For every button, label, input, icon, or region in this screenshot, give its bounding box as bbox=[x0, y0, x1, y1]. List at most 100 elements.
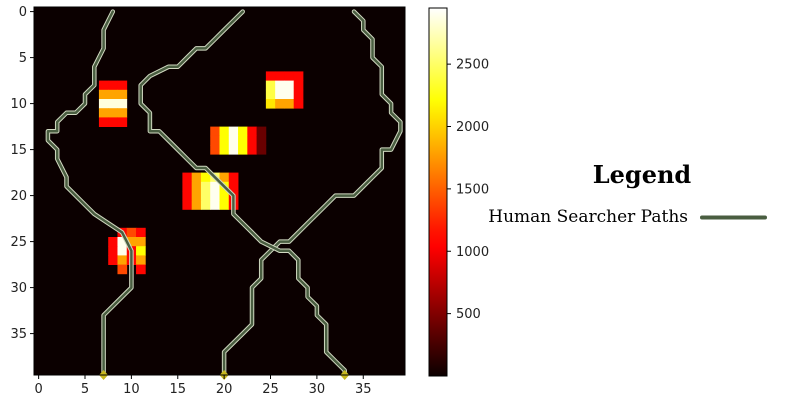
heatmap-cell bbox=[238, 145, 248, 155]
heatmap-cell bbox=[228, 145, 239, 155]
heatmap-cell bbox=[200, 200, 211, 210]
axes: 0 5 10 15 20 25 30 35 0 5 10 15 20 25 30 35 bbox=[10, 5, 406, 397]
heatmap-cell bbox=[108, 99, 118, 109]
heatmap-cell bbox=[228, 135, 239, 146]
heatmap-cell bbox=[117, 255, 128, 265]
legend-entry-label: Human Searcher Paths bbox=[488, 207, 688, 227]
heatmap-cell bbox=[219, 145, 230, 155]
heatmap-cell bbox=[136, 246, 146, 256]
legend: Legend Human Searcher Paths bbox=[488, 160, 767, 227]
colorbar: 500 1000 1500 2000 2500 bbox=[428, 7, 489, 377]
heatmap-cell bbox=[98, 108, 109, 118]
heatmap-cell bbox=[126, 237, 137, 247]
heatmap-cell bbox=[117, 99, 128, 109]
heatmap-cell bbox=[247, 145, 257, 155]
heatmap-cell bbox=[191, 181, 202, 192]
heatmap-cell bbox=[117, 237, 128, 247]
x-tick-label: 5 bbox=[81, 382, 89, 397]
heatmap-cell bbox=[219, 126, 230, 137]
heatmap-cell bbox=[191, 172, 202, 183]
heatmap-cell bbox=[200, 181, 211, 192]
x-tick-label: 25 bbox=[262, 382, 279, 397]
heatmap-cell bbox=[117, 246, 128, 256]
heatmap-cell bbox=[293, 99, 304, 109]
heatmap-cell bbox=[256, 135, 267, 146]
y-tick-label: 15 bbox=[10, 143, 27, 158]
heatmap-cell bbox=[256, 145, 267, 155]
colorbar-tick-label: 2500 bbox=[456, 58, 489, 73]
heatmap-cell bbox=[182, 181, 193, 192]
heatmap-cell bbox=[265, 89, 276, 100]
heatmap-cell bbox=[275, 89, 285, 100]
heatmap-cell bbox=[219, 172, 230, 183]
heatmap-cell bbox=[265, 71, 276, 81]
heatmap-cell bbox=[219, 135, 230, 146]
heatmap-cell bbox=[247, 126, 257, 137]
y-tick-label: 30 bbox=[10, 281, 27, 296]
searcher-path bbox=[222, 10, 402, 377]
heatmap-cell bbox=[275, 99, 285, 109]
heatmap-cell bbox=[219, 200, 230, 210]
heatmap-cell bbox=[210, 145, 220, 155]
heatmap-cell bbox=[284, 89, 295, 100]
heatmap-cell bbox=[117, 80, 128, 91]
y-tick-label: 5 bbox=[19, 51, 27, 66]
heatmap-cell bbox=[210, 191, 220, 201]
heatmap-cell bbox=[117, 264, 128, 275]
heatmap-cell bbox=[210, 135, 220, 146]
heatmap-cell bbox=[210, 126, 220, 137]
colorbar-gradient bbox=[428, 7, 448, 377]
heatmap-cell bbox=[136, 237, 146, 247]
heatmap-cell bbox=[182, 200, 193, 210]
heatmap-cell bbox=[126, 227, 137, 238]
heatmap-cell bbox=[293, 89, 304, 100]
legend-title: Legend bbox=[593, 160, 692, 189]
heatmap-cell bbox=[191, 200, 202, 210]
heatmap-cell bbox=[210, 200, 220, 210]
heatmap-cell bbox=[275, 80, 285, 91]
x-tick-label: 0 bbox=[34, 382, 42, 397]
heatmap-cell bbox=[136, 264, 146, 275]
heatmap-cell bbox=[200, 191, 211, 201]
heatmap-cell bbox=[108, 80, 118, 91]
heatmap-cell bbox=[256, 126, 267, 137]
heatmap-cell bbox=[136, 255, 146, 265]
y-tick-label: 25 bbox=[10, 235, 27, 250]
heatmap-cell bbox=[108, 108, 118, 118]
heatmap-cell bbox=[293, 80, 304, 91]
searcher-path bbox=[46, 10, 133, 377]
heatmap-cell bbox=[98, 89, 109, 100]
heatmap-cell bbox=[108, 117, 118, 127]
heatmap-cell bbox=[284, 71, 295, 81]
colorbar-tick-label: 500 bbox=[456, 307, 481, 322]
heatmap-cell bbox=[275, 71, 285, 81]
heatmap-cell bbox=[117, 117, 128, 127]
searcher-paths bbox=[45, 9, 403, 378]
heatmap-cell bbox=[182, 191, 193, 201]
heatmap-cell bbox=[284, 80, 295, 91]
x-tick-label: 15 bbox=[169, 382, 186, 397]
heatmap-cell bbox=[108, 237, 118, 247]
heatmap-cell bbox=[228, 172, 239, 183]
y-tick-label: 0 bbox=[19, 5, 27, 20]
heatmap-cell bbox=[265, 99, 276, 109]
heatmap-cell bbox=[228, 181, 239, 192]
heatmap-cell bbox=[228, 126, 239, 137]
heatmap-cell bbox=[191, 191, 202, 201]
searcher-path bbox=[139, 10, 346, 377]
colorbar-tick-label: 1000 bbox=[456, 245, 489, 260]
colorbar-tick-label: 2000 bbox=[456, 120, 489, 135]
plot-frame bbox=[33, 6, 406, 376]
heatmap-cell bbox=[98, 117, 109, 127]
heatmap-cell bbox=[284, 99, 295, 109]
x-tick-label: 35 bbox=[355, 382, 372, 397]
heatmap-cell bbox=[117, 108, 128, 118]
heatmap-cell bbox=[98, 99, 109, 109]
heatmap bbox=[34, 7, 405, 375]
heatmap-cell bbox=[98, 80, 109, 91]
heatmap-cell bbox=[108, 246, 118, 256]
heatmap-cell bbox=[182, 172, 193, 183]
heatmap-cell bbox=[238, 126, 248, 137]
heatmap-cell bbox=[238, 135, 248, 146]
heatmap-cell bbox=[265, 80, 276, 91]
